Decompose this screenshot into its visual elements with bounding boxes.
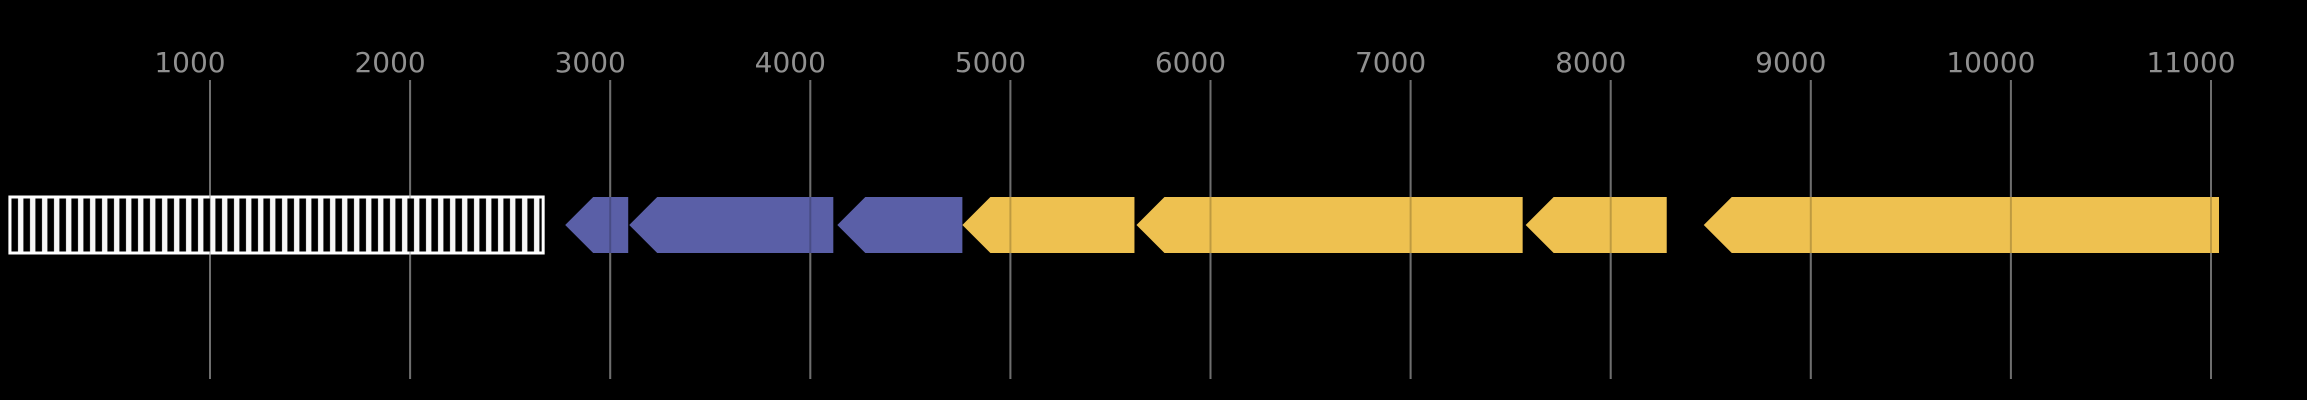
feature-gold-gene-4 xyxy=(1703,197,2220,253)
axis-tick-label-11000: 11000 xyxy=(2146,46,2235,79)
feature-purple-gene-2 xyxy=(629,197,834,253)
gridline-overlay-group xyxy=(209,80,2212,379)
axis-tick-label-10000: 10000 xyxy=(1946,46,2035,79)
feature-purple-gene-1 xyxy=(565,197,629,253)
features-group xyxy=(8,195,2220,255)
axis-tick-label-6000: 6000 xyxy=(1155,46,1226,79)
feature-gold-gene-1 xyxy=(962,197,1135,253)
feature-gold-gene-2 xyxy=(1136,197,1523,253)
feature-hatched-region xyxy=(8,195,545,255)
feature-gold-gene-3 xyxy=(1525,197,1667,253)
axis-tick-label-3000: 3000 xyxy=(555,46,626,79)
axis-tick-label-8000: 8000 xyxy=(1555,46,1626,79)
axis-tick-label-1000: 1000 xyxy=(154,46,225,79)
axis-tick-label-7000: 7000 xyxy=(1355,46,1426,79)
feature-purple-gene-3 xyxy=(837,197,963,253)
axis-tick-label-5000: 5000 xyxy=(955,46,1026,79)
axis-tick-label-2000: 2000 xyxy=(354,46,425,79)
axis-tick-label-9000: 9000 xyxy=(1755,46,1826,79)
axis-tick-label-4000: 4000 xyxy=(755,46,826,79)
tick-labels-group: 1000 2000 3000 4000 5000 6000 7000 8000 9000 1000… xyxy=(154,46,2235,79)
